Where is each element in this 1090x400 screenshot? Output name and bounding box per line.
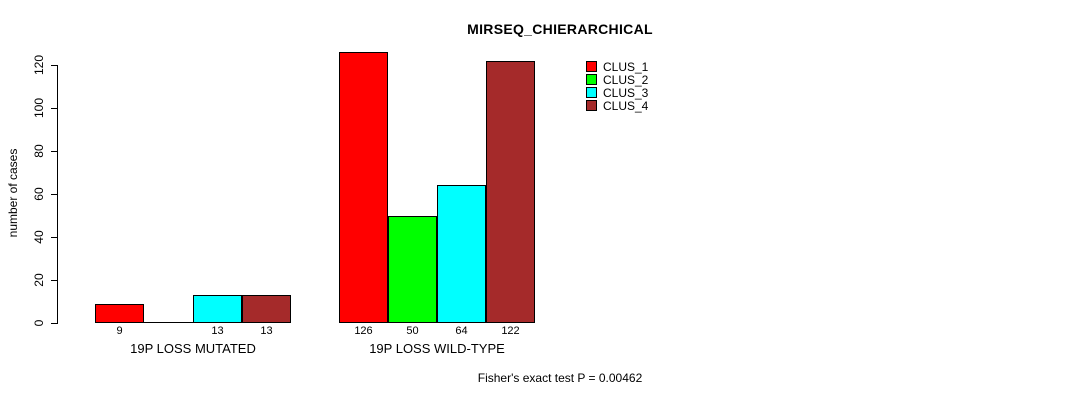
bar-value-label: 13 (260, 325, 273, 337)
bar-clus_1 (339, 52, 388, 323)
bar-clus_4 (242, 295, 291, 323)
legend-swatch-icon (586, 61, 597, 72)
x-category-label: 19P LOSS MUTATED (130, 341, 256, 356)
y-axis-line (57, 65, 58, 324)
chart-title: MIRSEQ_CHIERARCHICAL (467, 21, 653, 37)
y-tick-mark (51, 237, 57, 238)
bar-clus_2-zero (144, 322, 193, 323)
legend-item-clus_1: CLUS_1 (586, 60, 648, 73)
fisher-test-annotation: Fisher's exact test P = 0.00462 (477, 371, 643, 385)
legend-label: CLUS_1 (603, 59, 649, 74)
y-tick-mark (51, 108, 57, 109)
legend-item-clus_2: CLUS_2 (586, 73, 648, 86)
bar-value-label: 126 (354, 325, 373, 337)
legend-label: CLUS_4 (603, 98, 649, 113)
y-tick-mark (51, 151, 57, 152)
legend-label: CLUS_2 (603, 72, 649, 87)
y-tick-mark (51, 194, 57, 195)
y-tick-label: 60 (32, 187, 46, 201)
legend-label: CLUS_3 (603, 85, 649, 100)
y-tick-label: 120 (32, 54, 46, 76)
y-tick-mark (51, 323, 57, 324)
y-tick-label: 80 (32, 144, 46, 158)
y-tick-label: 100 (32, 97, 46, 119)
bar-value-label: 13 (211, 325, 224, 337)
legend-item-clus_3: CLUS_3 (586, 86, 648, 99)
bar-value-label: 64 (455, 325, 468, 337)
legend-item-clus_4: CLUS_4 (586, 99, 648, 112)
bar-value-label: 9 (116, 325, 123, 337)
bar-value-label: 50 (406, 325, 419, 337)
legend-swatch-icon (586, 87, 597, 98)
y-tick-mark (51, 280, 57, 281)
legend: CLUS_1 CLUS_2 CLUS_3 CLUS_4 (586, 60, 648, 112)
bar-clus_3 (437, 185, 486, 323)
y-tick-label: 0 (32, 319, 46, 327)
y-tick-label: 20 (32, 273, 46, 287)
y-tick-mark (51, 65, 57, 66)
bar-clus_3 (193, 295, 242, 323)
y-tick-label: 40 (32, 230, 46, 244)
legend-swatch-icon (586, 100, 597, 111)
y-axis-title: number of cases (6, 148, 20, 238)
bar-clus_1 (95, 304, 144, 323)
x-category-label: 19P LOSS WILD-TYPE (369, 341, 505, 356)
legend-swatch-icon (586, 74, 597, 85)
bar-clus_2 (388, 216, 437, 323)
bar-clus_4 (486, 61, 535, 323)
bar-value-label: 122 (501, 325, 520, 337)
